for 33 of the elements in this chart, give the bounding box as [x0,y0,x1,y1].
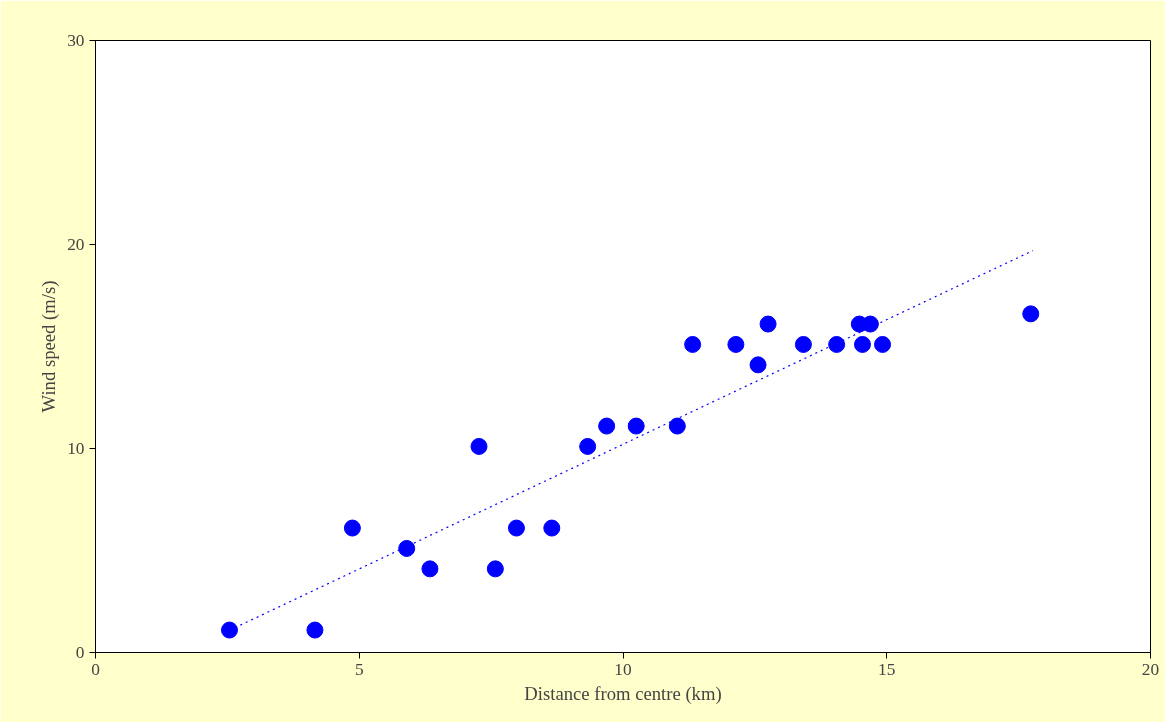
point [470,437,488,455]
point [627,417,645,435]
point [727,335,745,353]
x-axis-title: Distance from centre (km) [524,682,722,705]
x-tick-label: 0 [91,659,100,679]
point [306,621,324,639]
point [749,356,767,374]
point [421,560,439,578]
y-axis-title: Wind speed (m/s) [38,280,61,413]
x-tick-label: 10 [614,659,632,679]
point [598,417,616,435]
y-tick-label: 20 [67,235,85,254]
y-tick-label: 10 [67,439,85,458]
point [220,621,238,639]
point [794,335,812,353]
point [684,335,702,353]
point [543,519,561,537]
point [828,335,846,353]
point [579,437,597,455]
y-tick-label: 30 [67,31,85,50]
x-tick-label: 20 [1141,659,1160,679]
point [486,560,504,578]
point [853,335,871,353]
y-tick-label: 0 [75,643,85,662]
point [759,315,777,333]
point [507,519,525,537]
point [874,335,892,353]
point [398,539,416,557]
point [343,519,361,537]
point [1022,305,1040,323]
x-tick-label: 5 [354,659,364,679]
point [668,417,686,435]
x-tick-label: 15 [878,659,896,679]
